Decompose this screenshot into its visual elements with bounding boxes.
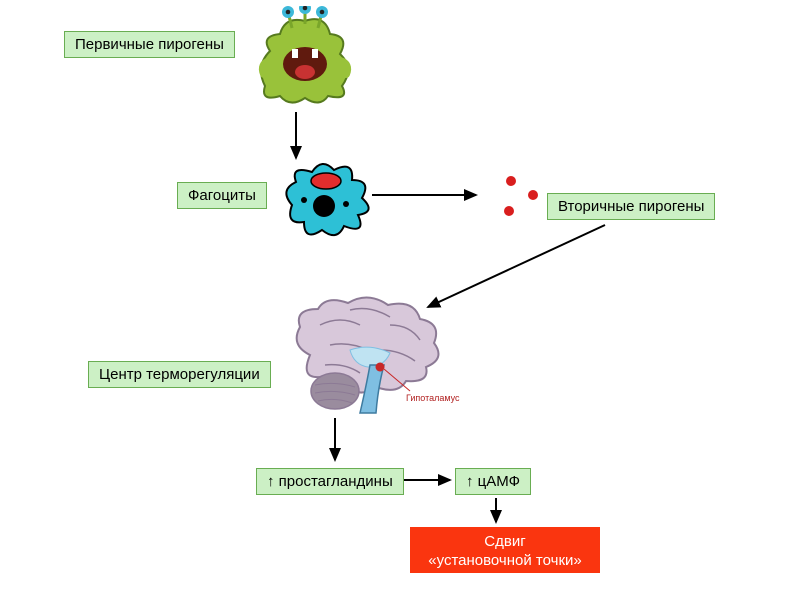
label-setpoint: Сдвиг «установочной точки» <box>410 527 600 573</box>
arrow-2 <box>428 225 605 307</box>
label-text: Центр терморегуляции <box>99 366 260 383</box>
label-phagocytes: Фагоциты <box>177 182 267 209</box>
label-camp: ↑ цАМФ <box>455 468 531 495</box>
microbe-icon <box>250 6 360 106</box>
label-text: Фагоциты <box>188 187 256 204</box>
label-prostaglandins: ↑ простагландины <box>256 468 404 495</box>
label-text: ↑ цАМФ <box>466 473 520 490</box>
label-text-line2: «установочной точки» <box>428 552 581 569</box>
label-thermo-center: Центр терморегуляции <box>88 361 271 388</box>
label-text: Вторичные пирогены <box>558 198 704 215</box>
label-text-line1: Сдвиг <box>484 533 525 550</box>
secondary-pyrogen-dot-0 <box>506 176 516 186</box>
phagocyte-icon <box>282 160 372 240</box>
brain-icon <box>280 295 450 415</box>
label-secondary-pyrogens: Вторичные пирогены <box>547 193 715 220</box>
secondary-pyrogen-dot-1 <box>528 190 538 200</box>
label-text: ↑ простагландины <box>267 473 393 490</box>
secondary-pyrogen-dot-2 <box>504 206 514 216</box>
label-primary-pyrogens: Первичные пирогены <box>64 31 235 58</box>
label-text: Первичные пирогены <box>75 36 224 53</box>
